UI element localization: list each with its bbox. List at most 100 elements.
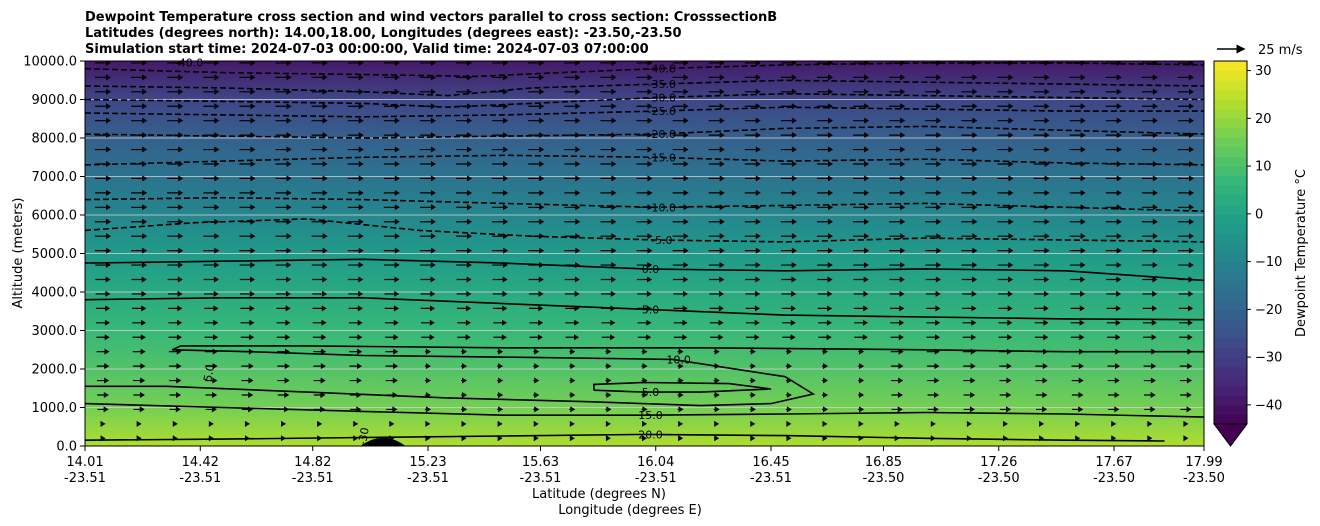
wind-vector [672, 218, 689, 225]
wind-vector [709, 319, 724, 326]
wind-vector [569, 435, 575, 442]
wind-vector [95, 290, 111, 297]
wind-vector [205, 391, 218, 398]
colorbar-band [1214, 357, 1247, 368]
wind-vector [1033, 146, 1050, 153]
wind-vector [962, 348, 976, 355]
wind-vector [1180, 406, 1192, 413]
wind-vector [131, 117, 148, 124]
wind-vector [133, 377, 146, 384]
wind-vector [1107, 391, 1120, 398]
wind-vector [1143, 377, 1156, 384]
wind-vector [347, 204, 364, 211]
wind-vector [167, 175, 184, 182]
wind-vector [383, 132, 400, 139]
wind-vector [780, 117, 797, 124]
wind-vector [781, 262, 797, 269]
wind-vector [95, 218, 112, 225]
wind-vector [419, 204, 436, 211]
wind-vector [384, 319, 399, 326]
wind-vector [709, 276, 725, 283]
wind-vector [966, 420, 972, 427]
wind-vector [1033, 132, 1050, 139]
wind-vector [528, 132, 545, 139]
wind-vector [239, 146, 256, 153]
wind-vector [1069, 262, 1086, 269]
wind-vector [492, 290, 508, 297]
wind-vector [749, 406, 756, 413]
wind-vector [528, 175, 545, 182]
x-tick-label-lat: 16.04 [637, 455, 674, 470]
wind-vector [205, 406, 217, 413]
wind-vector [744, 175, 761, 182]
wind-vector [528, 218, 545, 225]
wind-vector [673, 290, 688, 297]
wind-vector [456, 305, 472, 312]
wind-vector [276, 334, 291, 341]
wind-vector [456, 204, 473, 211]
colorbar-band [1214, 232, 1247, 243]
y-tick-label: 5000.0 [32, 247, 78, 262]
wind-vector [714, 435, 720, 442]
wind-vector [636, 103, 653, 110]
wind-vector [275, 276, 292, 283]
wind-vector [564, 276, 580, 283]
wind-vector [708, 146, 725, 153]
y-tick-label: 8000.0 [32, 132, 78, 147]
wind-vector [749, 363, 756, 370]
wind-vector [1106, 276, 1122, 283]
wind-vector [821, 348, 828, 355]
colorbar-band [1214, 404, 1247, 415]
wind-vector [1143, 348, 1157, 355]
wind-vector [312, 305, 327, 312]
wind-vector [708, 247, 725, 254]
wind-vector [277, 363, 290, 370]
wind-vector [389, 420, 395, 427]
wind-vector [642, 420, 647, 427]
wind-vector [672, 117, 689, 124]
wind-vector [1033, 160, 1050, 167]
wind-vector [349, 334, 363, 341]
wind-vector [998, 305, 1013, 312]
wind-vector [1141, 117, 1158, 124]
wind-vector [889, 189, 906, 196]
wind-vector [708, 262, 725, 269]
wind-vector [673, 334, 688, 341]
wind-vector [461, 391, 468, 398]
wind-vector [786, 420, 792, 427]
wind-vector [167, 117, 184, 124]
wind-vector [311, 132, 328, 139]
x-tick-label-lon: -23.51 [635, 471, 677, 486]
wind-vector [853, 88, 870, 95]
wind-vector [858, 377, 865, 384]
wind-vector [744, 132, 761, 139]
wind-vector [239, 276, 256, 283]
wind-vector [925, 218, 942, 225]
wind-vector [168, 363, 182, 370]
wind-vector [239, 204, 256, 211]
wind-vector [641, 406, 648, 413]
wind-vector [132, 363, 146, 370]
wind-vector [167, 233, 184, 240]
wind-vector [853, 146, 870, 153]
wind-vector [275, 204, 292, 211]
wind-vector [421, 334, 435, 341]
wind-vector [641, 363, 648, 370]
wind-vector [208, 420, 214, 427]
y-axis-label: Altitude (meters) [11, 198, 26, 309]
wind-vector [95, 117, 112, 124]
wind-vector [97, 391, 109, 398]
wind-vector [1107, 363, 1121, 370]
x-tick-label-lon: -23.50 [978, 471, 1020, 486]
wind-vector [1141, 74, 1158, 81]
wind-vector [1071, 348, 1085, 355]
wind-vector [528, 103, 545, 110]
colorbar-band [1214, 80, 1247, 91]
colorbar-band [1214, 261, 1247, 272]
wind-vector [636, 189, 653, 196]
wind-vector [95, 175, 112, 182]
quiver-key: 25 m/s [1217, 43, 1303, 58]
wind-vector [167, 262, 184, 269]
wind-vector [275, 233, 292, 240]
wind-vector [497, 406, 504, 413]
